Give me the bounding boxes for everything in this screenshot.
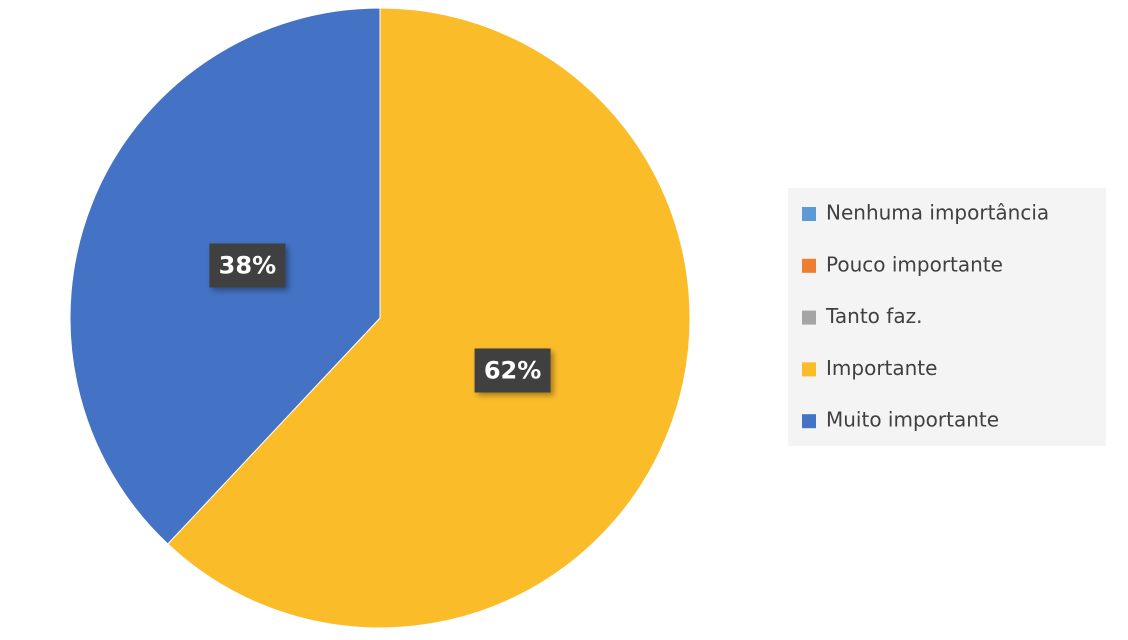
legend-swatch (802, 414, 816, 429)
legend-label: Pouco importante (826, 252, 1003, 276)
legend-box (788, 188, 1106, 446)
legend-swatch (802, 207, 816, 221)
data-label: 38% (219, 252, 276, 280)
data-label: 62% (484, 356, 541, 384)
legend-swatch (802, 258, 816, 273)
legend-label: Importante (826, 356, 937, 380)
data-label-box (209, 243, 286, 288)
legend-swatch (802, 310, 816, 325)
legend-label: Tanto faz. (825, 304, 922, 328)
legend-label: Nenhuma importância (826, 201, 1049, 225)
pie-slice (167, 7, 691, 629)
legend-swatch (802, 362, 816, 377)
legend-label: Muito importante (826, 408, 999, 432)
data-label-box (474, 348, 551, 393)
